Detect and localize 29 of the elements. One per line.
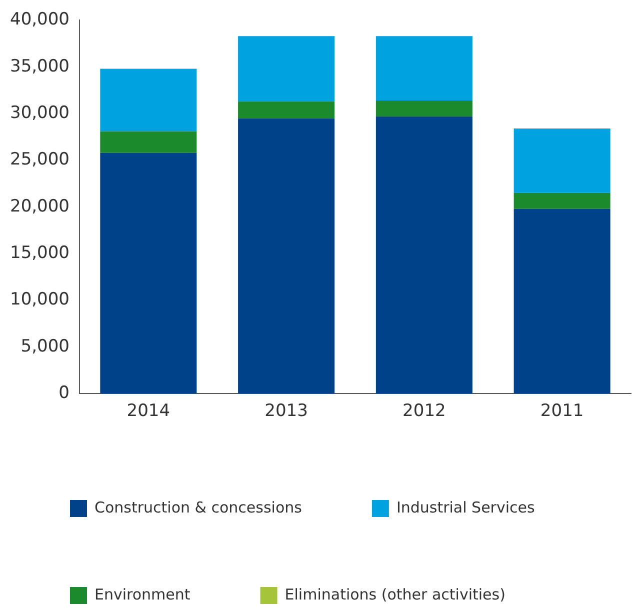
bar — [514, 128, 610, 193]
y-tick-label: 30,000 — [10, 102, 70, 123]
bar — [376, 36, 472, 100]
y-tick-label: 5,000 — [20, 336, 70, 356]
bar — [238, 118, 335, 394]
bar — [238, 36, 335, 102]
bar — [376, 116, 472, 394]
y-tick-label: 10,000 — [10, 290, 70, 310]
y-tick-label: 25,000 — [10, 150, 70, 170]
bar — [100, 68, 197, 132]
x-tick-label: 2013 — [264, 401, 308, 422]
bar — [376, 100, 472, 116]
y-tick-label: 0 — [58, 383, 70, 404]
bar — [514, 208, 610, 394]
y-tick-label: 40,000 — [10, 10, 70, 30]
x-tick-label: 2011 — [540, 401, 584, 422]
y-tick-label: 20,000 — [10, 196, 70, 216]
legend-label: Eliminations (other activities) — [284, 585, 506, 604]
legend-label: Construction & concessions — [94, 498, 302, 516]
bar — [100, 152, 197, 394]
y-tick-label: 35,000 — [10, 56, 70, 76]
legend-label: Environment — [94, 585, 190, 604]
x-tick-label: 2012 — [402, 401, 446, 422]
bar — [100, 131, 197, 153]
x-tick-label: 2014 — [126, 401, 170, 422]
bar — [238, 101, 335, 118]
legend-label: Industrial Services — [396, 498, 535, 516]
bar — [514, 192, 610, 209]
y-tick-label: 15,000 — [10, 242, 70, 263]
